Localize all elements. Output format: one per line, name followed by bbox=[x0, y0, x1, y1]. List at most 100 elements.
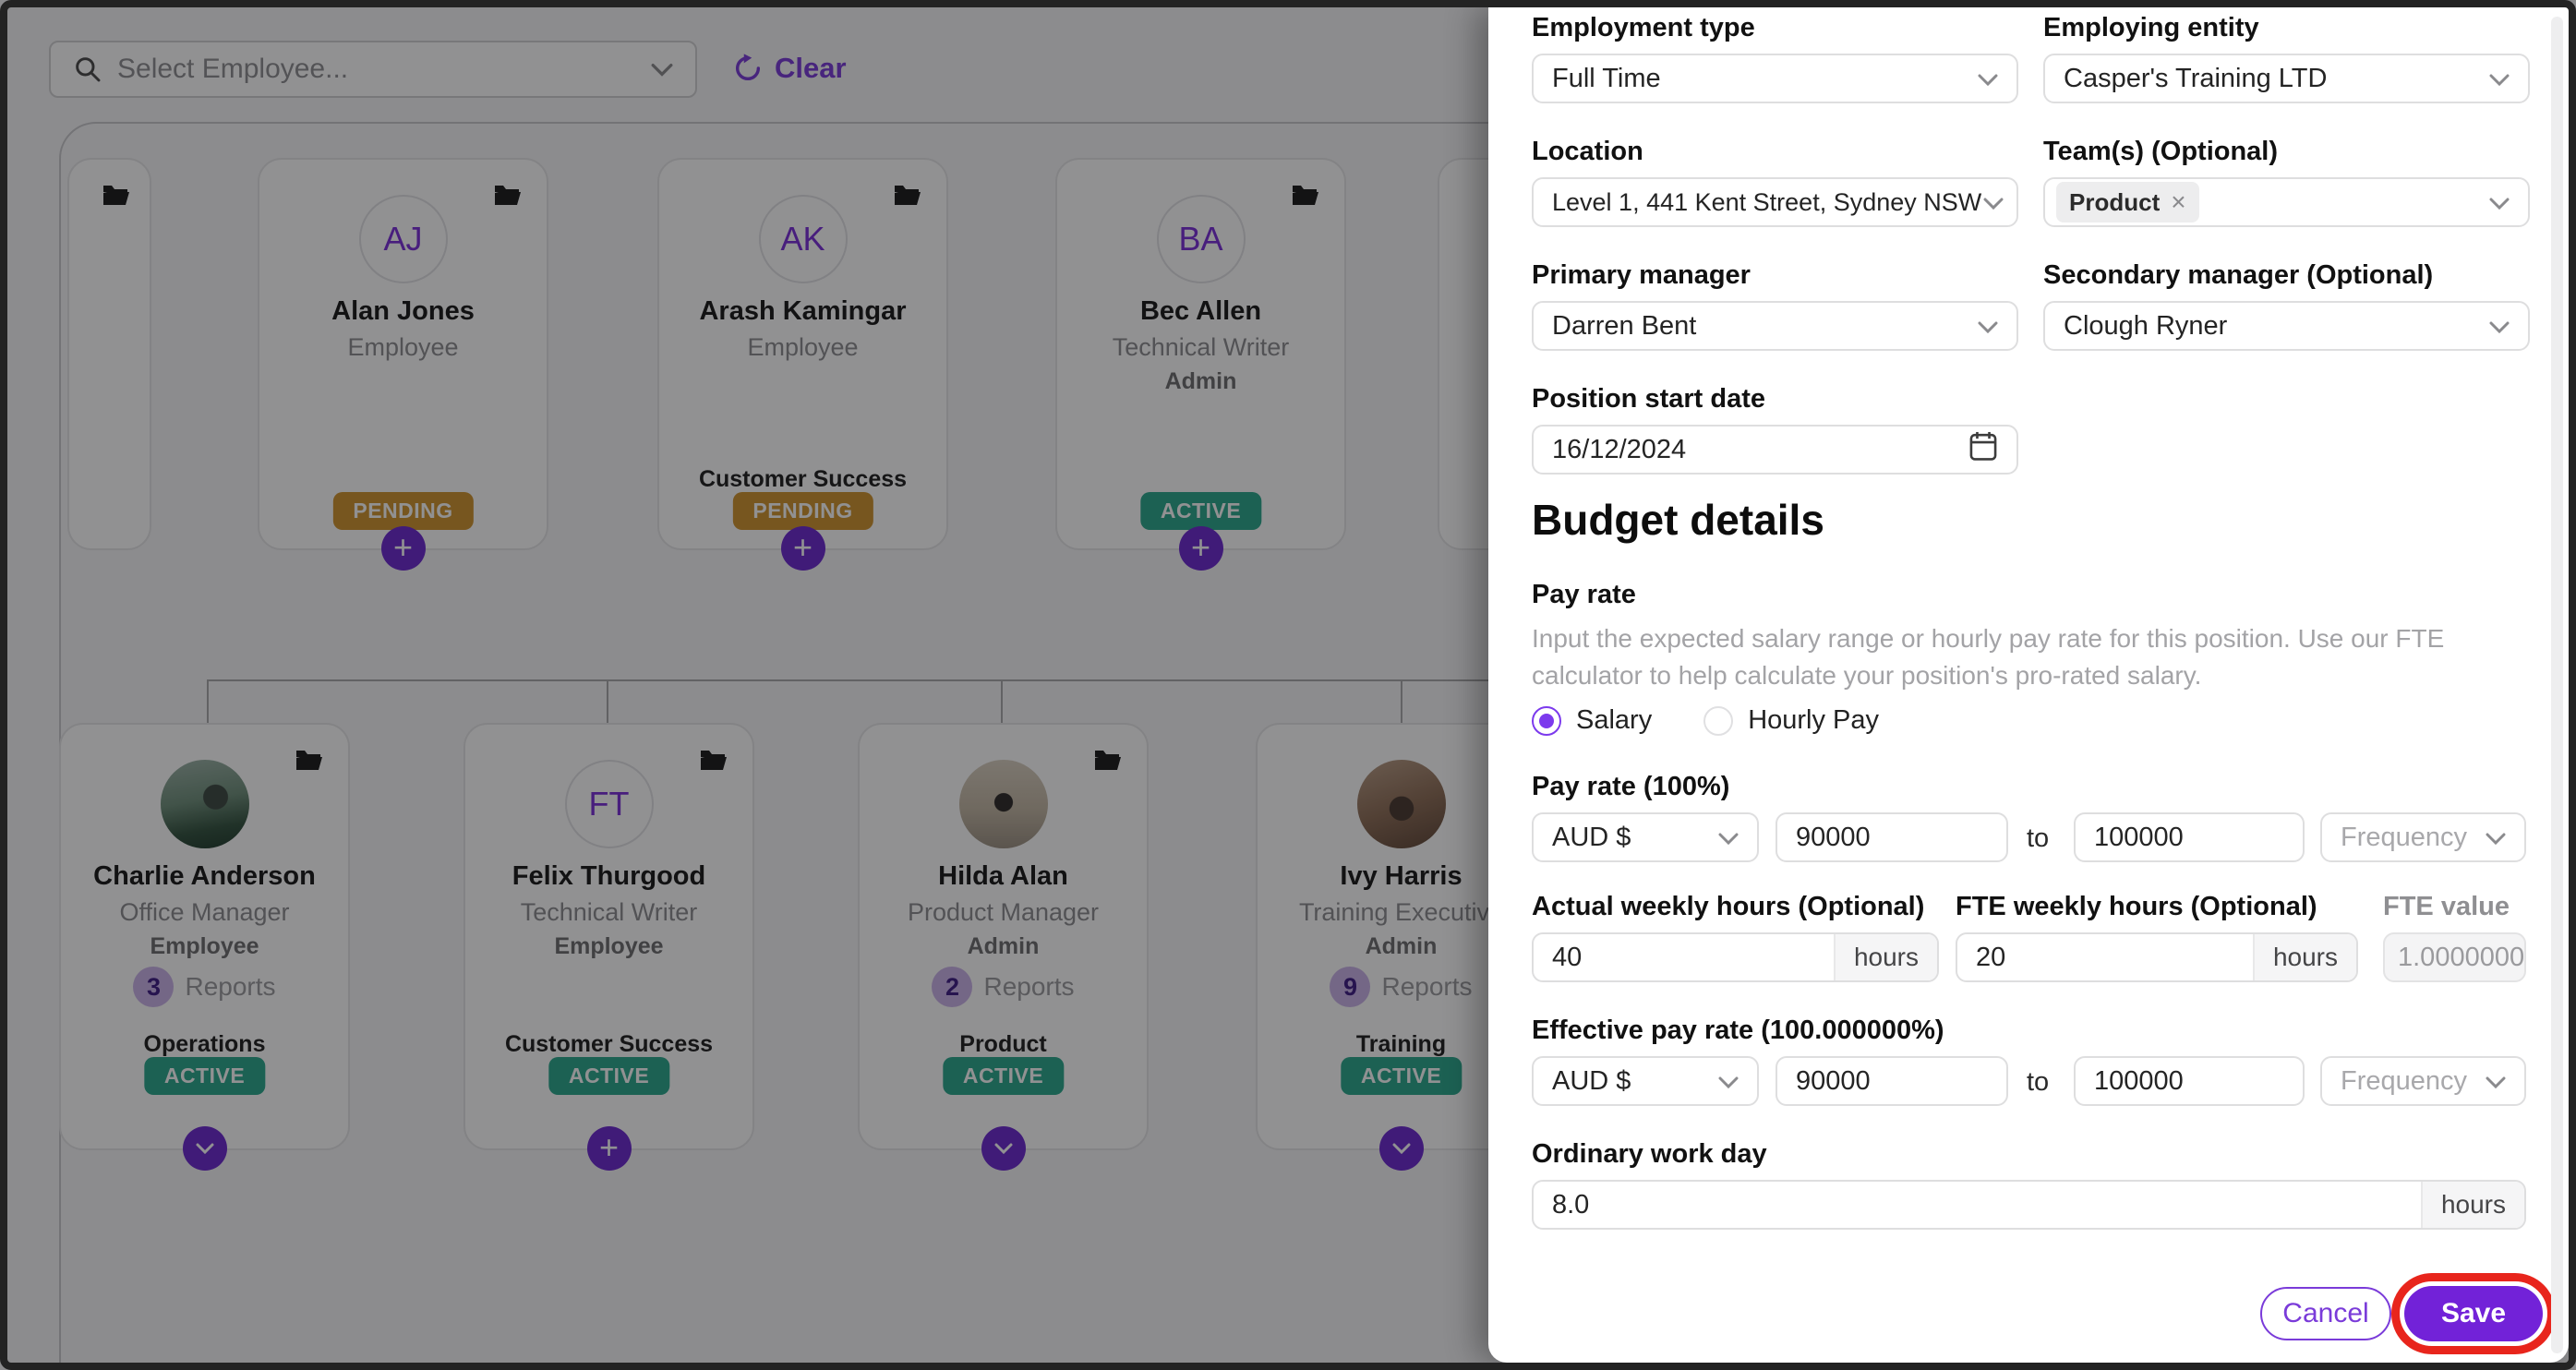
chevron-down-icon bbox=[994, 1143, 1012, 1155]
employee-team: Customer Success bbox=[504, 1031, 714, 1057]
employee-access-level: Employee bbox=[554, 933, 664, 959]
ordinary-work-day-input[interactable]: 8.0 hours bbox=[1532, 1180, 2526, 1230]
chevron-down-icon bbox=[2486, 1066, 2506, 1097]
reports-count: 3 bbox=[133, 967, 175, 1007]
pay-range-to-text: to bbox=[2027, 823, 2050, 853]
reports-row: 9 Reports bbox=[1258, 967, 1545, 1007]
pay-max-value: 100000 bbox=[2094, 822, 2184, 852]
org-connector-line bbox=[208, 679, 1491, 681]
chevron-down-icon bbox=[1983, 187, 2004, 218]
plus-icon: + bbox=[1190, 527, 1211, 566]
employee-card[interactable]: Charlie Anderson Office Manager Employee… bbox=[59, 723, 350, 1171]
reports-count: 9 bbox=[1330, 967, 1371, 1007]
status-badge: ACTIVE bbox=[548, 1057, 670, 1095]
effective-currency-select[interactable]: AUD $ bbox=[1532, 1056, 1759, 1106]
fte-weekly-hours-label: FTE weekly hours (Optional) bbox=[1956, 892, 2317, 921]
start-date-input[interactable]: 16/12/2024 bbox=[1532, 425, 2018, 475]
start-date-label: Position start date bbox=[1532, 384, 1765, 414]
pay-max-input[interactable]: 100000 bbox=[2074, 812, 2305, 862]
cancel-button[interactable]: Cancel bbox=[2260, 1287, 2391, 1340]
collapse-reports-button[interactable] bbox=[1378, 1126, 1424, 1171]
pay-currency-select[interactable]: AUD $ bbox=[1532, 812, 1759, 862]
chevron-down-icon bbox=[2489, 187, 2510, 218]
pay-rate-description: Input the expected salary range or hourl… bbox=[1532, 624, 2445, 690]
secondary-manager-label: Secondary manager (Optional) bbox=[2043, 260, 2434, 290]
employee-team: Customer Success bbox=[698, 466, 908, 492]
actual-weekly-hours-input[interactable]: 40 hours bbox=[1532, 932, 1939, 982]
reports-label: Reports bbox=[185, 972, 276, 1001]
employment-type-value: Full Time bbox=[1552, 63, 1661, 93]
ordinary-work-day-value: 8.0 bbox=[1552, 1189, 1590, 1220]
add-report-button[interactable]: + bbox=[380, 526, 426, 571]
add-report-button[interactable]: + bbox=[586, 1126, 632, 1171]
remove-team-icon[interactable]: × bbox=[2171, 187, 2186, 216]
reports-label: Reports bbox=[1381, 972, 1473, 1001]
chevron-down-icon bbox=[2486, 823, 2506, 853]
location-select[interactable]: Level 1, 441 Kent Street, Sydney NSW bbox=[1532, 177, 2018, 227]
start-date-value: 16/12/2024 bbox=[1552, 434, 1687, 464]
employee-select-placeholder: Select Employee... bbox=[117, 54, 349, 84]
collapse-reports-button[interactable] bbox=[182, 1126, 227, 1171]
clear-button[interactable]: Clear bbox=[732, 52, 847, 85]
pay-min-input[interactable]: 90000 bbox=[1776, 812, 2008, 862]
add-report-button[interactable]: + bbox=[1178, 526, 1223, 571]
status-badge: PENDING bbox=[332, 492, 474, 530]
clear-label: Clear bbox=[775, 52, 847, 84]
pay-frequency-placeholder: Frequency bbox=[2341, 822, 2468, 852]
employee-access-level: Admin bbox=[967, 933, 1040, 959]
hours-suffix: hours bbox=[2252, 934, 2356, 980]
panel-scrollbar[interactable] bbox=[2551, 17, 2563, 1353]
status-badge: ACTIVE bbox=[942, 1057, 1065, 1095]
status-badge: PENDING bbox=[732, 492, 873, 530]
employee-name: Bec Allen bbox=[1139, 296, 1262, 326]
employee-card[interactable]: Hilda Alan Product Manager Admin 2 Repor… bbox=[858, 723, 1149, 1171]
org-connector-drop bbox=[607, 679, 608, 723]
fte-value-field: 1.0000000 bbox=[2383, 932, 2526, 982]
team-chip-label: Product bbox=[2069, 187, 2161, 216]
employee-card[interactable]: BA Bec Allen Technical Writer Admin ACTI… bbox=[1055, 158, 1346, 571]
employing-entity-select[interactable]: Casper's Training LTD bbox=[2043, 54, 2530, 103]
team-chip[interactable]: Product × bbox=[2056, 182, 2199, 222]
reports-row: 2 Reports bbox=[860, 967, 1147, 1007]
employing-entity-label: Employing entity bbox=[2043, 13, 2259, 42]
budget-details-heading: Budget details bbox=[1532, 496, 1824, 544]
chevron-down-icon bbox=[1718, 823, 1739, 853]
hours-suffix: hours bbox=[1833, 934, 1937, 980]
hourly-pay-radio[interactable]: Hourly Pay bbox=[1703, 705, 1879, 736]
employee-card[interactable]: FT Felix Thurgood Technical Writer Emplo… bbox=[463, 723, 754, 1171]
effective-min-value: 90000 bbox=[1796, 1065, 1871, 1096]
employee-subtitle: Product Manager bbox=[907, 898, 1100, 926]
employee-subtitle: Technical Writer bbox=[1112, 333, 1290, 361]
employee-card[interactable]: AK Arash Kamingar Employee Customer Succ… bbox=[657, 158, 948, 571]
plus-icon: + bbox=[792, 527, 813, 566]
effective-frequency-select[interactable]: Frequency bbox=[2320, 1056, 2526, 1106]
save-button[interactable]: Save bbox=[2404, 1286, 2543, 1341]
teams-select[interactable]: Product × bbox=[2043, 177, 2530, 227]
collapse-reports-button[interactable] bbox=[981, 1126, 1026, 1171]
calendar-icon[interactable] bbox=[1968, 430, 1998, 469]
effective-min-input[interactable]: 90000 bbox=[1776, 1056, 2008, 1106]
pay-frequency-select[interactable]: Frequency bbox=[2320, 812, 2526, 862]
org-connector-drop bbox=[1001, 679, 1003, 723]
avatar: AK bbox=[758, 195, 848, 283]
status-badge: ACTIVE bbox=[1340, 1057, 1463, 1095]
employee-card[interactable]: AJ Alan Jones Employee PENDING + bbox=[258, 158, 548, 571]
employment-type-select[interactable]: Full Time bbox=[1532, 54, 2018, 103]
avatar: AJ bbox=[358, 195, 448, 283]
salary-radio[interactable]: Salary bbox=[1532, 705, 1652, 736]
secondary-manager-select[interactable]: Clough Ryner bbox=[2043, 301, 2530, 351]
employee-name: Alan Jones bbox=[331, 296, 475, 326]
employee-subtitle: Technical Writer bbox=[520, 898, 698, 926]
add-report-button[interactable]: + bbox=[780, 526, 825, 571]
employee-card-partial-left[interactable] bbox=[67, 158, 151, 550]
employee-select[interactable]: Select Employee... bbox=[49, 41, 697, 98]
employee-name: Charlie Anderson bbox=[93, 861, 316, 891]
fte-weekly-hours-input[interactable]: 20 hours bbox=[1956, 932, 2358, 982]
avatar-initials: AK bbox=[780, 220, 825, 258]
primary-manager-select[interactable]: Darren Bent bbox=[1532, 301, 2018, 351]
effective-max-input[interactable]: 100000 bbox=[2074, 1056, 2305, 1106]
location-label: Location bbox=[1532, 137, 1643, 166]
hourly-pay-radio-label: Hourly Pay bbox=[1748, 705, 1880, 735]
reports-row: 3 Reports bbox=[61, 967, 348, 1007]
